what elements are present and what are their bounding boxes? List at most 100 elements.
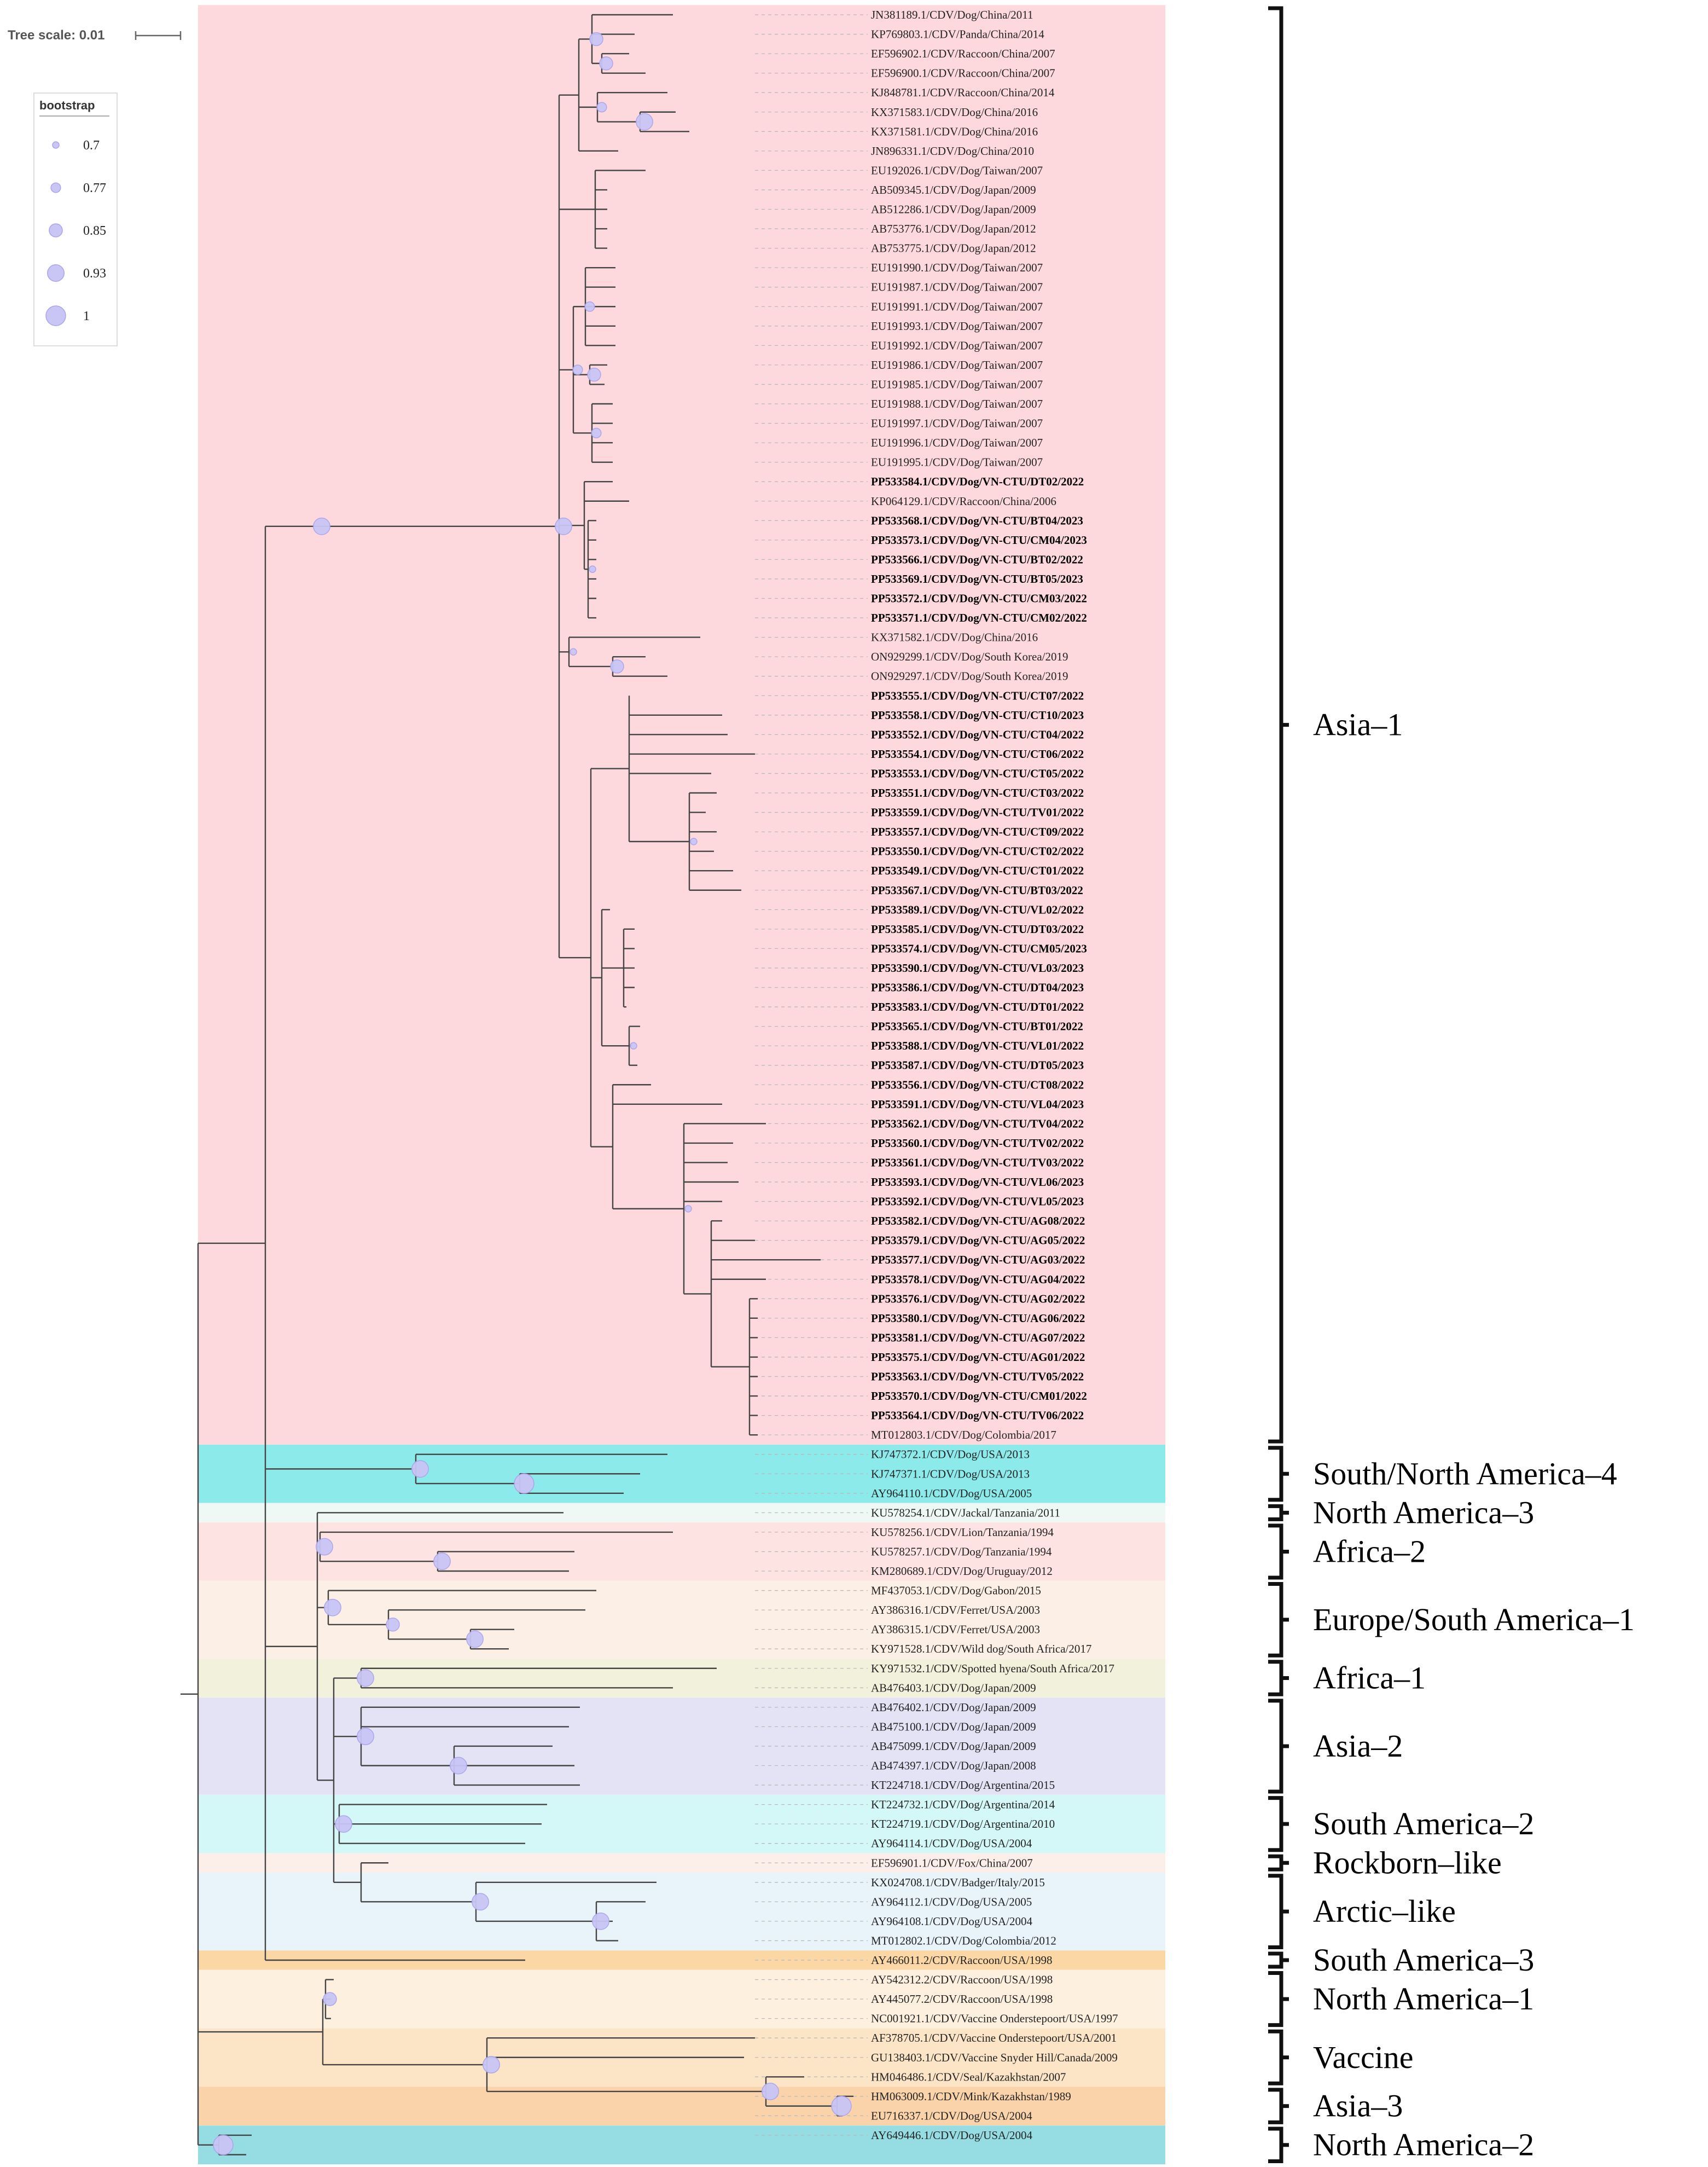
clade-label: South America–3 — [1313, 1942, 1534, 1978]
leaf-label: EU191996.1/CDV/Dog/Taiwan/2007 — [871, 436, 1043, 449]
leaf-label: PP533560.1/CDV/Dog/VN-CTU/TV02/2022 — [871, 1137, 1084, 1150]
clade-bracket — [1268, 2029, 1289, 2085]
leaf-label: AY649446.1/CDV/Dog/USA/2004 — [871, 2129, 1033, 2142]
leaf-label: PP533593.1/CDV/Dog/VN-CTU/VL06/2023 — [871, 1175, 1084, 1189]
leaf-label: PP533569.1/CDV/Dog/VN-CTU/BT05/2023 — [871, 572, 1083, 586]
clade-bracket — [1268, 1854, 1289, 1872]
bootstrap-bubble — [684, 1205, 692, 1213]
legend-bubble — [47, 264, 65, 282]
leaf-label: AB509345.1/CDV/Dog/Japan/2009 — [871, 183, 1036, 196]
leaf-label: AF378705.1/CDV/Vaccine Onderstepoort/USA… — [871, 2031, 1117, 2044]
leaf-label: PP533591.1/CDV/Dog/VN-CTU/VL04/2023 — [871, 1098, 1084, 1111]
bootstrap-bubble — [386, 1618, 400, 1632]
leaf-label: PP533564.1/CDV/Dog/VN-CTU/TV06/2022 — [871, 1409, 1084, 1422]
clade-bracket — [1268, 1582, 1289, 1658]
leaf-label: ON929297.1/CDV/Dog/South Korea/2019 — [871, 670, 1068, 683]
leaf-label: AB476403.1/CDV/Dog/Japan/2009 — [871, 1681, 1036, 1694]
leaf-label: AB512286.1/CDV/Dog/Japan/2009 — [871, 203, 1036, 216]
leaf-label: PP533572.1/CDV/Dog/VN-CTU/CM03/2022 — [871, 592, 1087, 605]
clade-band — [198, 1853, 1165, 1873]
bootstrap-bubble — [357, 1669, 374, 1687]
bootstrap-bubble — [450, 1757, 467, 1775]
leaf-label: PP533592.1/CDV/Dog/VN-CTU/VL05/2023 — [871, 1195, 1084, 1208]
clade-label: Asia–3 — [1313, 2088, 1403, 2124]
leaf-label: PP533562.1/CDV/Dog/VN-CTU/TV04/2022 — [871, 1117, 1084, 1130]
leaf-label: JN896331.1/CDV/Dog/China/2010 — [871, 144, 1034, 158]
clade-bracket — [1268, 2127, 1289, 2163]
leaf-label: PP533581.1/CDV/Dog/VN-CTU/AG07/2022 — [871, 1331, 1085, 1344]
leaf-label: EU191988.1/CDV/Dog/Taiwan/2007 — [871, 397, 1043, 410]
leaf-label: AB475100.1/CDV/Dog/Japan/2009 — [871, 1720, 1036, 1733]
clade-bracket — [1268, 1660, 1289, 1696]
leaf-label: KP064129.1/CDV/Raccoon/China/2006 — [871, 495, 1056, 508]
leaf-label: PP533576.1/CDV/Dog/VN-CTU/AG02/2022 — [871, 1292, 1085, 1305]
leaf-label: HM063009.1/CDV/Mink/Kazakhstan/1989 — [871, 2090, 1071, 2103]
leaf-label: AY964108.1/CDV/Dog/USA/2004 — [871, 1915, 1033, 1928]
clade-label: Asia–2 — [1313, 1728, 1403, 1764]
leaf-label: PP533588.1/CDV/Dog/VN-CTU/VL01/2022 — [871, 1039, 1084, 1052]
leaf-label: KM280689.1/CDV/Dog/Uruguay/2012 — [871, 1565, 1053, 1578]
leaf-label: MT012802.1/CDV/Dog/Colombia/2012 — [871, 1934, 1056, 1947]
legend-bubble — [50, 182, 61, 193]
clade-bands — [198, 5, 1165, 2165]
leaf-label: PP533573.1/CDV/Dog/VN-CTU/CM04/2023 — [871, 534, 1087, 547]
clade-label: South America–2 — [1313, 1806, 1534, 1841]
leaf-label: MT012803.1/CDV/Dog/Colombia/2017 — [871, 1428, 1056, 1441]
leaf-label: PP533584.1/CDV/Dog/VN-CTU/DT02/2022 — [871, 475, 1084, 488]
leaf-label: AB474397.1/CDV/Dog/Japan/2008 — [871, 1759, 1036, 1772]
leaf-label: KU578256.1/CDV/Lion/Tanzania/1994 — [871, 1526, 1054, 1539]
legend-title: bootstrap — [39, 99, 95, 112]
leaf-label: PP533554.1/CDV/Dog/VN-CTU/CT06/2022 — [871, 748, 1084, 761]
leaf-label: PP533552.1/CDV/Dog/VN-CTU/CT04/2022 — [871, 728, 1084, 741]
leaf-label: EU191992.1/CDV/Dog/Taiwan/2007 — [871, 339, 1043, 352]
legend-value: 1 — [83, 309, 90, 323]
leaf-label: PP533557.1/CDV/Dog/VN-CTU/CT09/2022 — [871, 825, 1084, 838]
bootstrap-bubble — [316, 1538, 333, 1556]
leaf-label: PP533578.1/CDV/Dog/VN-CTU/AG04/2022 — [871, 1273, 1085, 1286]
bootstrap-bubble — [596, 102, 607, 113]
clade-label: Rockborn–like — [1313, 1845, 1502, 1880]
leaf-label: KP769803.1/CDV/Panda/China/2014 — [871, 28, 1044, 41]
leaf-label: AY964110.1/CDV/Dog/USA/2005 — [871, 1487, 1032, 1500]
leaf-label: EU191986.1/CDV/Dog/Taiwan/2007 — [871, 358, 1043, 372]
clade-band — [198, 2087, 1165, 2126]
clade-band — [198, 1873, 1165, 1951]
leaf-label: PP533585.1/CDV/Dog/VN-CTU/DT03/2022 — [871, 923, 1084, 936]
bootstrap-bubble — [433, 1552, 451, 1571]
bootstrap-bubble — [514, 1473, 535, 1494]
leaf-label: PP533561.1/CDV/Dog/VN-CTU/TV03/2022 — [871, 1156, 1084, 1169]
leaf-label: PP533586.1/CDV/Dog/VN-CTU/DT04/2023 — [871, 981, 1084, 994]
clade-band — [198, 2125, 1165, 2165]
clade-band — [198, 1697, 1165, 1795]
leaf-label: EF596901.1/CDV/Fox/China/2007 — [871, 1856, 1033, 1869]
leaf-label: AY542312.2/CDV/Raccoon/USA/1998 — [871, 1973, 1053, 1986]
clade-band — [198, 5, 1165, 1445]
clade-label: Europe/South America–1 — [1313, 1602, 1635, 1637]
leaf-label: KY971528.1/CDV/Wild dog/South Africa/201… — [871, 1642, 1091, 1655]
leaf-label: AB753775.1/CDV/Dog/Japan/2012 — [871, 242, 1036, 255]
leaf-label: HM046486.1/CDV/Seal/Kazakhstan/2007 — [871, 2070, 1066, 2083]
leaf-label: PP533577.1/CDV/Dog/VN-CTU/AG03/2022 — [871, 1253, 1085, 1266]
leaf-label: PP533551.1/CDV/Dog/VN-CTU/CT03/2022 — [871, 786, 1084, 799]
leaf-label: EU191995.1/CDV/Dog/Taiwan/2007 — [871, 456, 1043, 469]
leaf-label: MF437053.1/CDV/Dog/Gabon/2015 — [871, 1584, 1041, 1597]
bootstrap-bubble — [762, 2083, 779, 2100]
leaf-label: PP533575.1/CDV/Dog/VN-CTU/AG01/2022 — [871, 1351, 1085, 1364]
leaf-label: PP533587.1/CDV/Dog/VN-CTU/DT05/2023 — [871, 1059, 1084, 1072]
leaf-label: EU191993.1/CDV/Dog/Taiwan/2007 — [871, 320, 1043, 333]
leaf-label: EU716337.1/CDV/Dog/USA/2004 — [871, 2109, 1032, 2122]
leaf-label: KX371582.1/CDV/Dog/China/2016 — [871, 631, 1038, 644]
clade-label: Asia–1 — [1313, 707, 1403, 743]
clade-label: North America–3 — [1313, 1494, 1534, 1530]
tree-scale: Tree scale: 0.01 — [8, 28, 182, 43]
clade-bracket — [1268, 1796, 1289, 1852]
bootstrap-bubble — [335, 1815, 352, 1833]
leaf-label: EU191991.1/CDV/Dog/Taiwan/2007 — [871, 300, 1043, 313]
leaf-label: PP533583.1/CDV/Dog/VN-CTU/DT01/2022 — [871, 1000, 1084, 1013]
bootstrap-bubble — [213, 2134, 234, 2156]
leaf-label: PP533580.1/CDV/Dog/VN-CTU/AG06/2022 — [871, 1312, 1085, 1325]
leaf-label: PP533574.1/CDV/Dog/VN-CTU/CM05/2023 — [871, 942, 1087, 955]
leaf-label: PP533556.1/CDV/Dog/VN-CTU/CT08/2022 — [871, 1078, 1084, 1091]
clade-label: Africa–1 — [1313, 1660, 1426, 1696]
